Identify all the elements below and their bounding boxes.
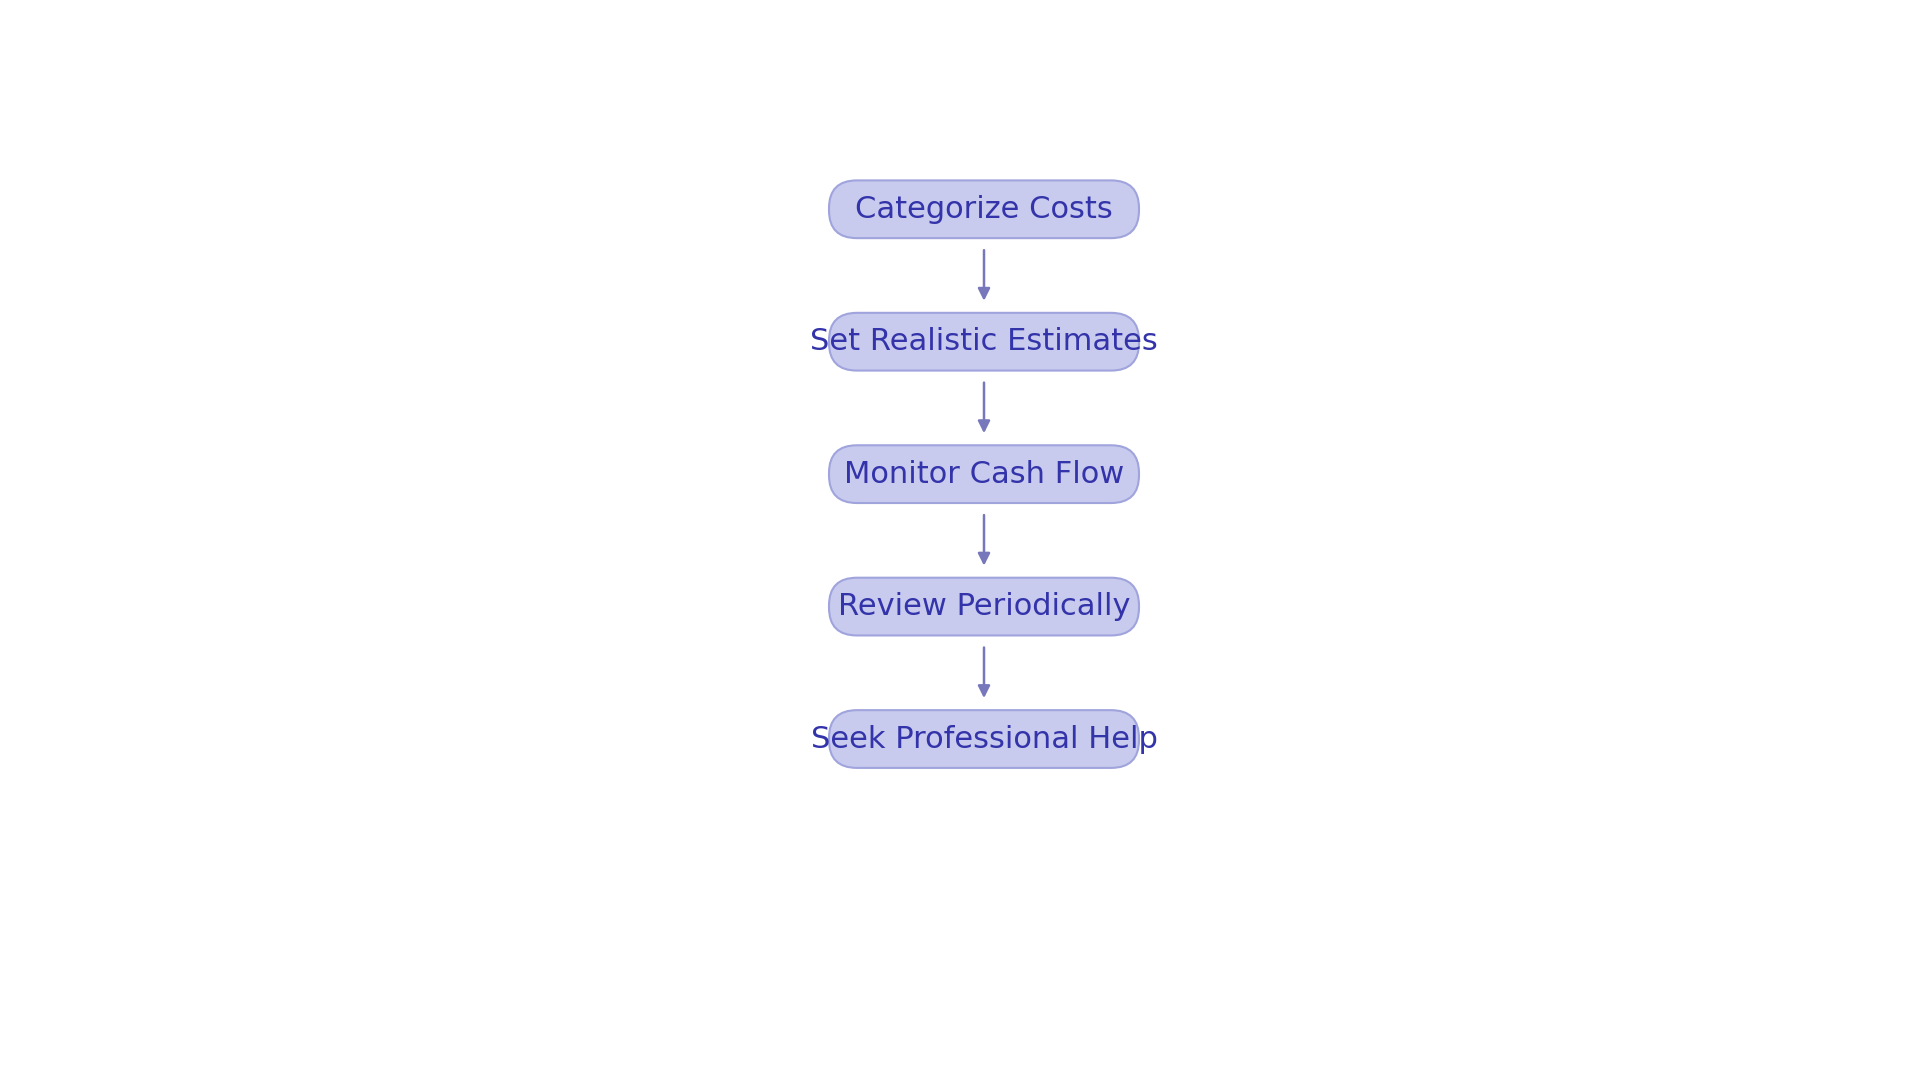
FancyBboxPatch shape (829, 710, 1139, 768)
FancyBboxPatch shape (829, 445, 1139, 503)
Text: Monitor Cash Flow: Monitor Cash Flow (845, 459, 1123, 488)
FancyBboxPatch shape (829, 181, 1139, 238)
Text: Review Periodically: Review Periodically (837, 592, 1131, 621)
Text: Set Realistic Estimates: Set Realistic Estimates (810, 327, 1158, 356)
Text: Categorize Costs: Categorize Costs (854, 195, 1114, 224)
FancyBboxPatch shape (829, 313, 1139, 370)
FancyBboxPatch shape (829, 577, 1139, 636)
Text: Seek Professional Help: Seek Professional Help (810, 725, 1158, 754)
